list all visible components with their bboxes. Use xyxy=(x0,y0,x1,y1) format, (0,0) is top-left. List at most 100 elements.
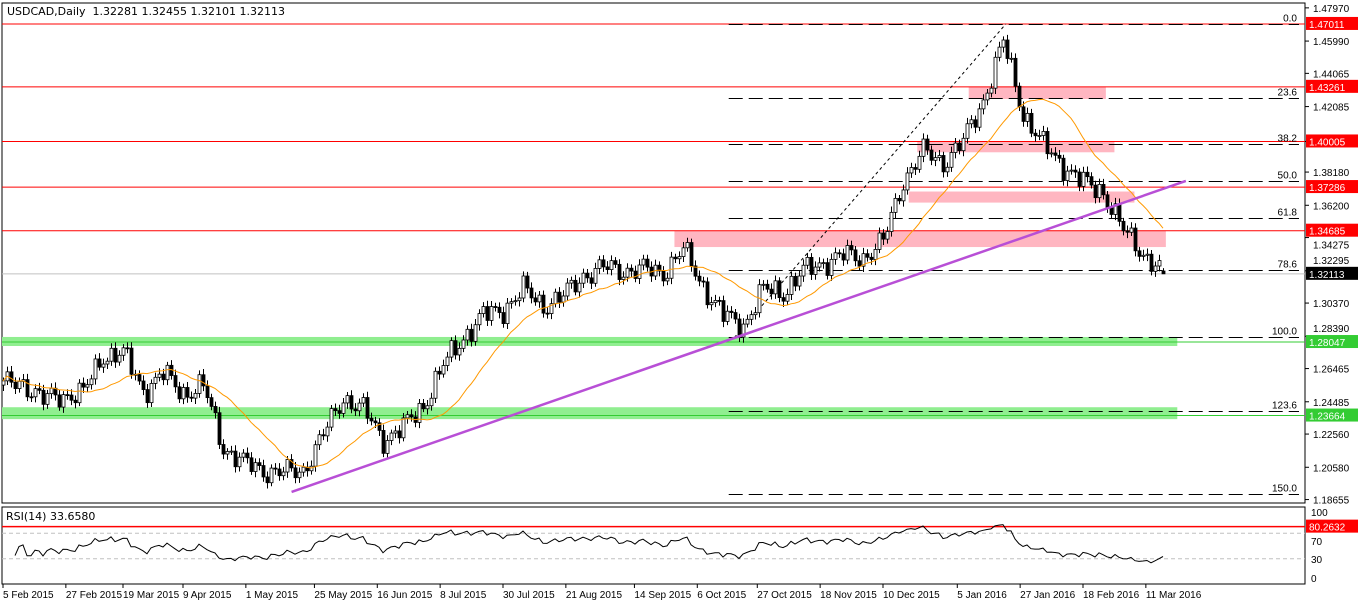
support-zone xyxy=(2,407,1178,420)
candle-body xyxy=(541,294,546,314)
candle-body xyxy=(385,440,390,454)
fib-level-label: 150.0 xyxy=(1272,484,1297,495)
candle-body xyxy=(993,56,998,89)
candle-body xyxy=(481,306,486,314)
candle-body xyxy=(425,405,430,410)
candle-body xyxy=(589,277,594,284)
fib-level-label: 123.6 xyxy=(1272,401,1297,412)
candle-body xyxy=(441,365,446,375)
candle-body xyxy=(553,291,558,305)
candle-body xyxy=(1145,253,1150,256)
fib-level-label: 61.8 xyxy=(1278,208,1298,219)
candle-body xyxy=(197,374,202,394)
main-plot-area xyxy=(1,2,1306,504)
candle-body xyxy=(973,119,978,128)
candle-body xyxy=(949,152,954,168)
candle-body xyxy=(369,417,374,422)
candle-body xyxy=(885,231,890,240)
candle-body xyxy=(1005,39,1010,59)
candle-body xyxy=(901,189,906,202)
candle-body xyxy=(49,387,54,395)
candle-body xyxy=(269,467,274,484)
x-tick-label: 21 Aug 2015 xyxy=(566,590,623,601)
candle-body xyxy=(1017,85,1022,108)
candle-body xyxy=(57,394,62,408)
candle-body xyxy=(465,328,470,341)
candle-body xyxy=(165,364,170,381)
y-tick-label: 1.44065 xyxy=(1313,69,1350,80)
candle-body xyxy=(625,267,630,278)
candle-body xyxy=(229,450,234,453)
candle-body xyxy=(1049,152,1054,155)
candle-body xyxy=(489,306,494,321)
candle-body xyxy=(729,310,734,313)
y-tick-label: 1.45990 xyxy=(1313,37,1350,48)
current-price-label: 1.32113 xyxy=(1309,270,1345,281)
candle-body xyxy=(13,381,18,389)
candle-body xyxy=(549,303,554,314)
candle-body xyxy=(89,378,94,386)
candle-body xyxy=(201,374,206,387)
x-tick-label: 16 Jun 2015 xyxy=(377,590,432,601)
candle-body xyxy=(309,465,314,472)
candle-body xyxy=(265,476,270,484)
candle-body xyxy=(245,452,250,459)
candle-body xyxy=(1029,112,1034,134)
resistance-zone xyxy=(674,230,1166,248)
candle-body xyxy=(889,211,894,232)
level-price-label: 1.47011 xyxy=(1309,20,1345,31)
candle-body xyxy=(237,456,242,468)
x-tick-label: 18 Feb 2016 xyxy=(1083,590,1140,601)
candle-body xyxy=(941,155,946,173)
candle-body xyxy=(921,138,926,157)
candle-body xyxy=(745,318,750,325)
candle-body xyxy=(1073,169,1078,173)
candle-body xyxy=(461,339,466,349)
candle-body xyxy=(1065,170,1070,181)
candle-body xyxy=(961,137,966,152)
candle-body xyxy=(513,300,518,303)
candle-body xyxy=(393,430,398,434)
candle-body xyxy=(577,282,582,293)
candle-body xyxy=(29,396,34,399)
candle-body xyxy=(405,414,410,419)
candle-body xyxy=(965,123,970,139)
candle-body xyxy=(733,312,738,320)
candle-body xyxy=(253,462,258,472)
candle-body xyxy=(809,256,814,275)
candle-body xyxy=(1041,131,1046,136)
candle-body xyxy=(669,256,674,279)
candle-body xyxy=(217,412,222,445)
candle-body xyxy=(633,270,638,279)
candle-body xyxy=(797,275,802,287)
candle-body xyxy=(853,249,858,262)
x-tick-label: 30 Jul 2015 xyxy=(503,590,555,601)
candle-body xyxy=(865,253,870,258)
rsi-tick-label: 70 xyxy=(1311,537,1323,548)
candle-body xyxy=(505,302,510,324)
candle-body xyxy=(985,92,990,101)
candle-body xyxy=(657,264,662,272)
candle-body xyxy=(869,256,874,260)
candle-body xyxy=(1061,157,1066,181)
x-tick-label: 27 Oct 2015 xyxy=(757,590,812,601)
candle-body xyxy=(1001,39,1006,48)
y-tick-label: 1.26465 xyxy=(1313,365,1350,376)
candle-body xyxy=(997,46,1002,58)
candle-body xyxy=(537,294,542,303)
y-tick-label: 1.32295 xyxy=(1313,256,1350,267)
candle-body xyxy=(349,395,354,410)
candle-body xyxy=(1153,265,1158,272)
candle-body xyxy=(749,314,754,320)
y-tick-label: 1.20580 xyxy=(1313,463,1350,474)
candle-body xyxy=(937,155,942,159)
candle-body xyxy=(421,402,426,410)
candle-body xyxy=(597,259,602,269)
candle-body xyxy=(1129,227,1134,233)
candle-body xyxy=(321,434,326,437)
candle-body xyxy=(1053,152,1058,156)
candle-body xyxy=(1,380,6,386)
candle-body xyxy=(453,340,458,356)
candle-body xyxy=(529,287,534,299)
